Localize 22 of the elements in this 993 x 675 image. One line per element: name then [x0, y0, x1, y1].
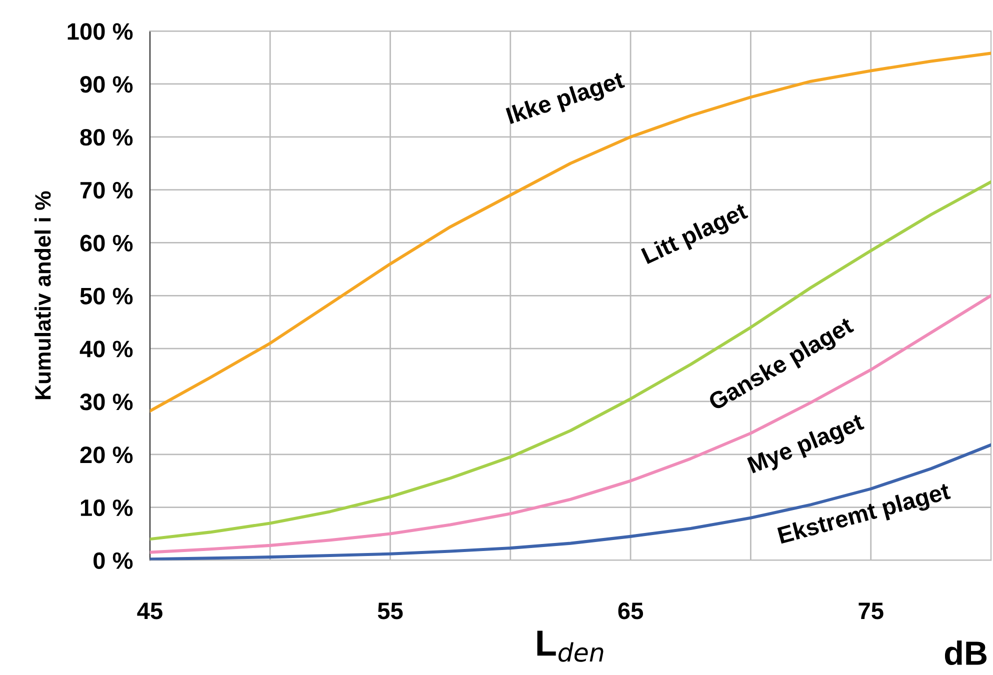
annotation: Ekstremt plaget: [777, 482, 952, 548]
y-tick-label: 0 %: [94, 552, 133, 570]
line-series: [150, 52, 992, 413]
x-axis-title: L$_{den}$: [537, 630, 604, 662]
y-tick-label: 90 %: [80, 76, 133, 93]
x-tick-label: 75: [858, 602, 884, 620]
y-tick-label: 40 %: [80, 340, 133, 358]
y-axis-title: Kumulativ andel i %: [34, 191, 51, 400]
y-tick-label: 100 %: [68, 23, 133, 40]
y-tick-label: 30 %: [80, 394, 133, 410]
y-tick-label: 80 %: [80, 128, 133, 146]
x-tick-label: 55: [378, 602, 403, 620]
y-tick-label: 20 %: [80, 446, 133, 464]
text: dB: [944, 640, 987, 666]
y-tick-label: 60 %: [80, 234, 133, 252]
annotation: Ikke plaget: [505, 70, 627, 129]
y-tick-label: 50 %: [80, 288, 133, 304]
y-tick-label: 70 %: [80, 182, 133, 199]
x-tick-label: 65: [618, 602, 644, 620]
y-tick-label: 10 %: [80, 499, 133, 516]
x-tick-label: 45: [137, 602, 162, 620]
line-series: [150, 294, 992, 554]
